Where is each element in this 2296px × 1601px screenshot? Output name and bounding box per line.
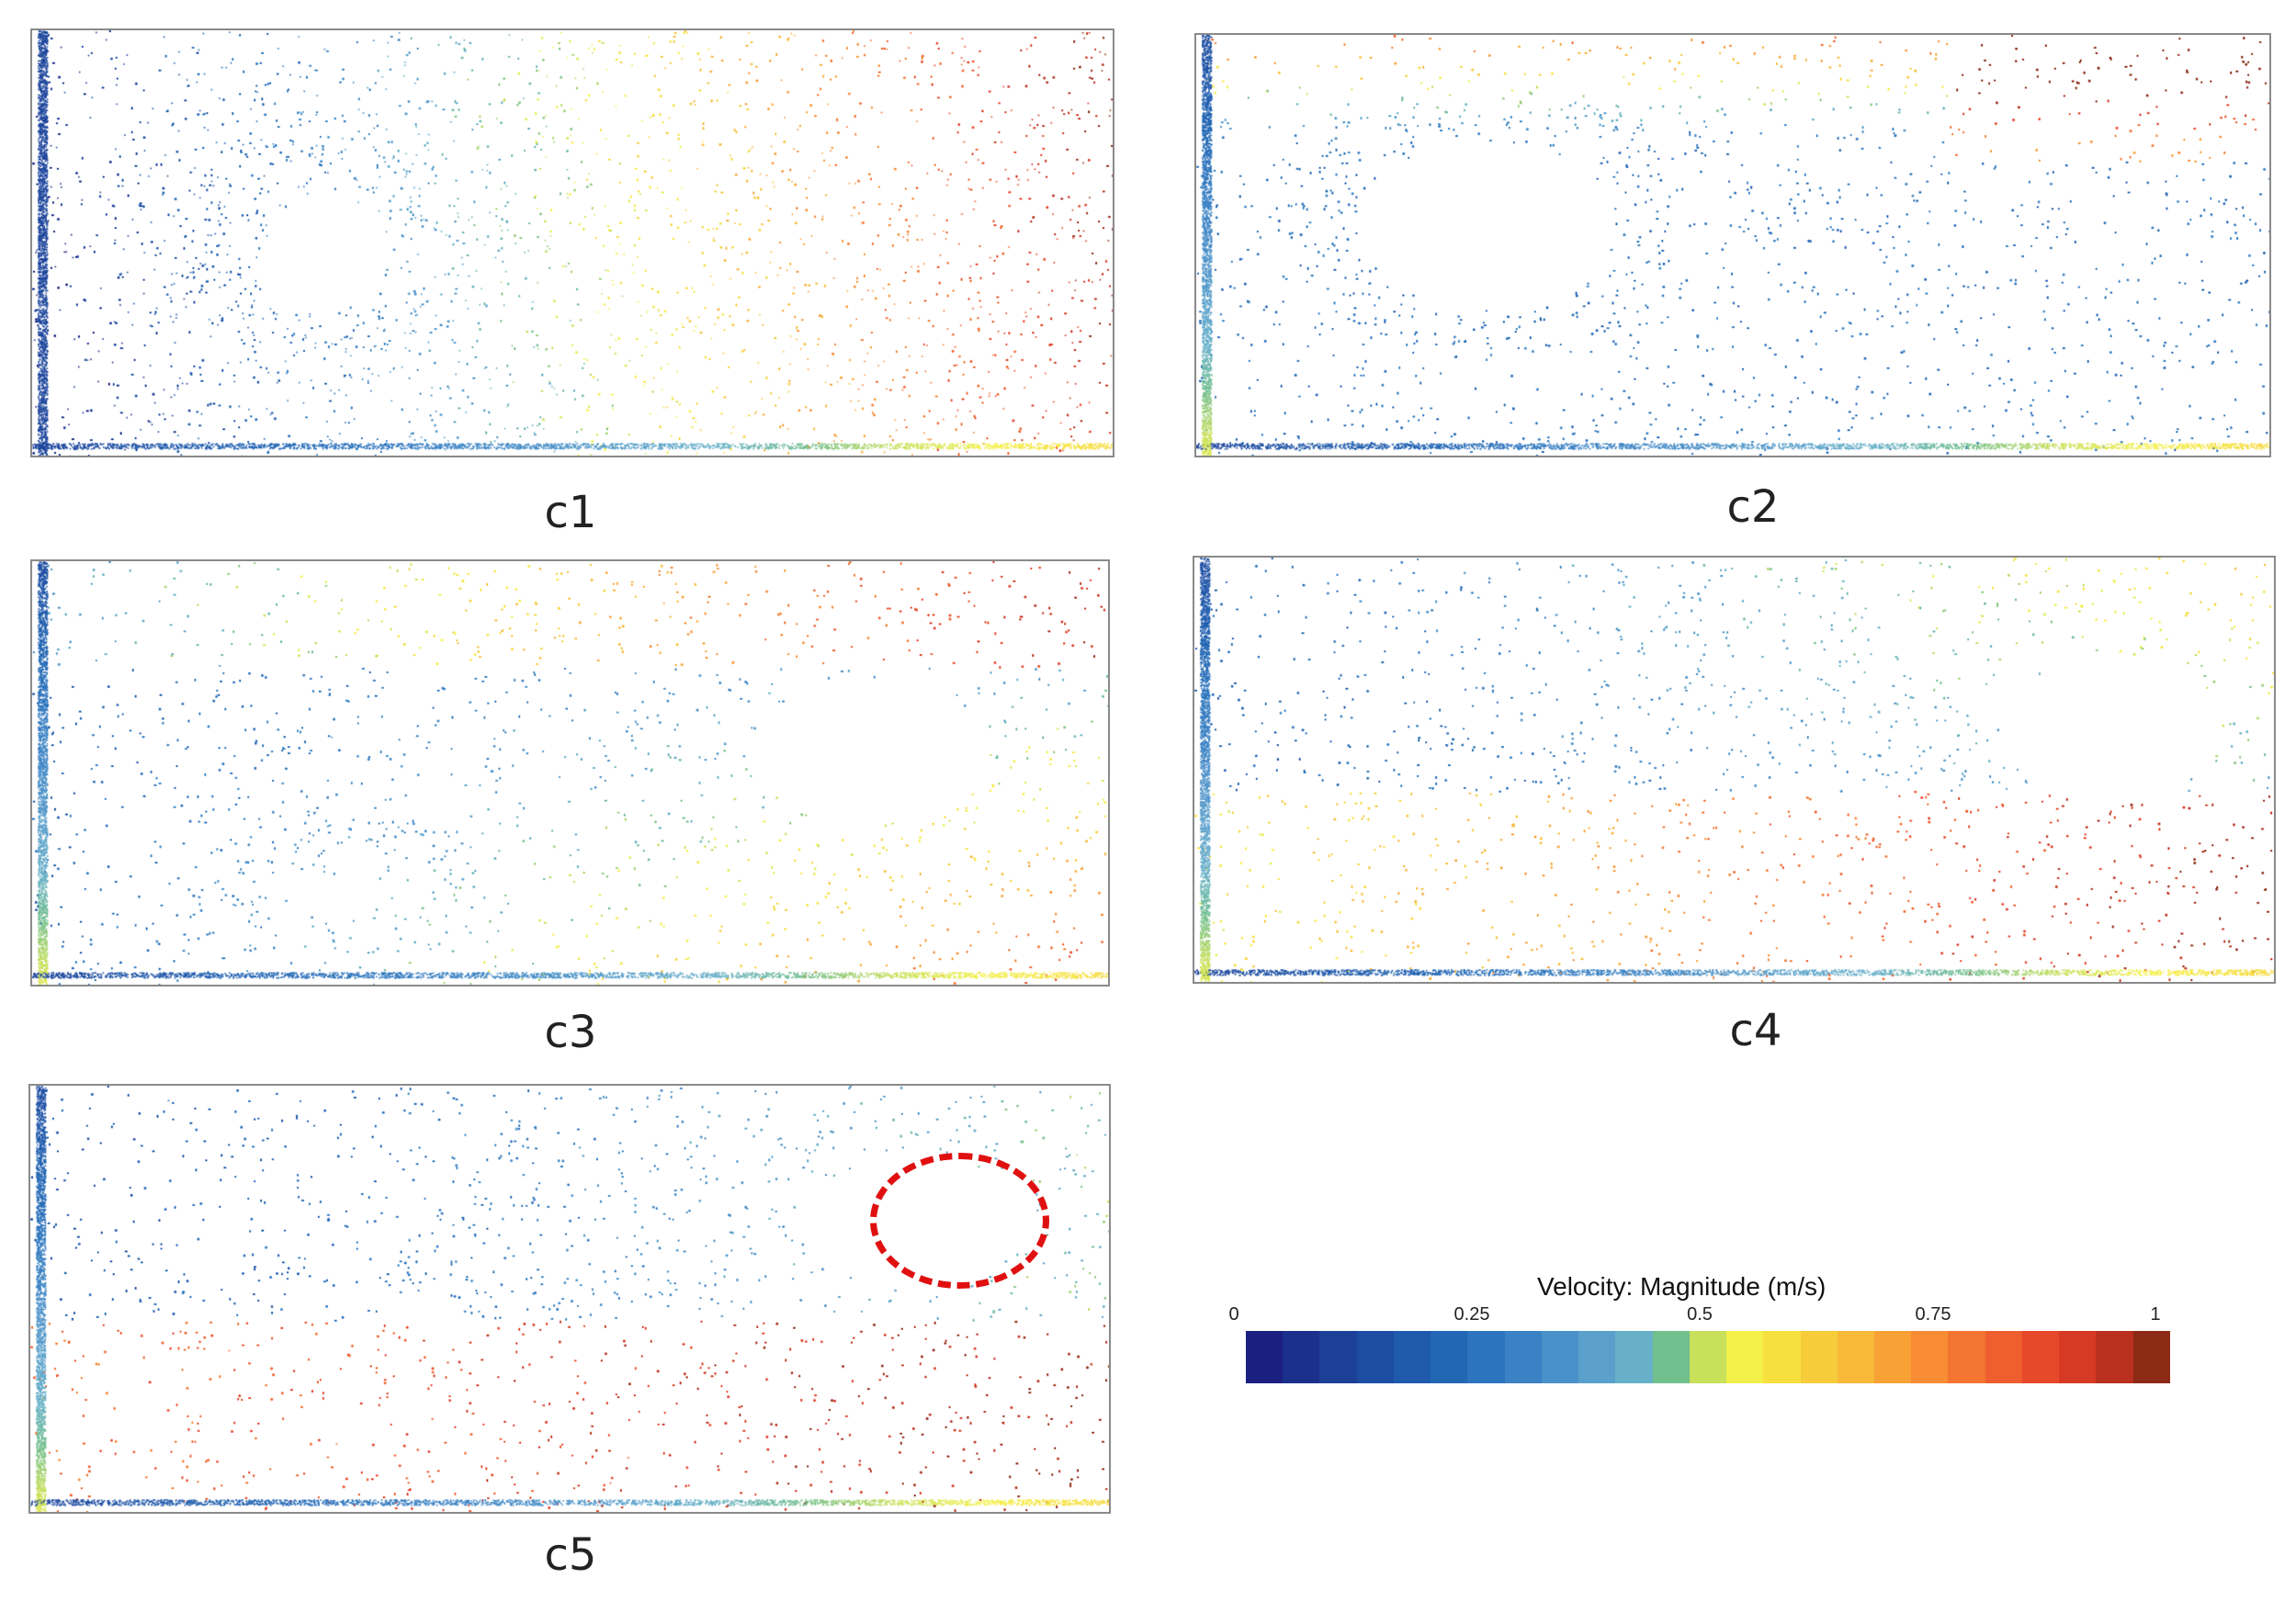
panel-c3 (30, 559, 1110, 987)
legend-title: Velocity: Magnitude (m/s) (1537, 1272, 1827, 1301)
caption-c4: c4 (1729, 1005, 1782, 1056)
particle-plot-c4 (1194, 558, 2274, 982)
particle-plot-c2 (1196, 35, 2269, 456)
color-bar-segment (1541, 1331, 1579, 1383)
color-bar-segment (1689, 1331, 1727, 1383)
caption-c2: c2 (1726, 481, 1780, 533)
color-bar-segment (2059, 1331, 2097, 1383)
color-bar-segment (2132, 1331, 2170, 1383)
caption-c5: c5 (544, 1529, 597, 1581)
legend-tick: 1 (2150, 1304, 2161, 1325)
color-bar-segment (1763, 1331, 1801, 1383)
panel-c4 (1193, 556, 2276, 984)
legend-tick: 0.75 (1915, 1304, 1951, 1325)
color-bar-segment (1319, 1331, 1357, 1383)
color-bar (1246, 1331, 2170, 1383)
legend-tick: 0 (1228, 1304, 1239, 1325)
color-bar-segment (1985, 1331, 2022, 1383)
color-bar-segment (2096, 1331, 2133, 1383)
color-bar-segment (1393, 1331, 1431, 1383)
panel-c1 (30, 28, 1114, 457)
legend-tick: 0.25 (1453, 1304, 1490, 1325)
color-bar-segment (2021, 1331, 2060, 1383)
color-bar-segment (1726, 1331, 1764, 1383)
color-bar-segment (1837, 1331, 1874, 1383)
particle-plot-c5 (30, 1086, 1109, 1512)
particle-plot-c3 (32, 561, 1108, 985)
panel-c2 (1194, 33, 2271, 457)
color-bar-segment (1431, 1331, 1468, 1383)
particle-plot-c1 (32, 30, 1113, 456)
color-bar-segment (1467, 1331, 1505, 1383)
color-bar-segment (1911, 1331, 1949, 1383)
highlight-ellipse (870, 1153, 1049, 1289)
color-bar-segment (1356, 1331, 1394, 1383)
caption-c3: c3 (544, 1007, 597, 1058)
panel-c5 (28, 1084, 1111, 1514)
color-bar-segment (1615, 1331, 1653, 1383)
color-bar-segment (1652, 1331, 1690, 1383)
color-bar-segment (1873, 1331, 1912, 1383)
color-bar-segment (1800, 1331, 1838, 1383)
color-bar-segment (1578, 1331, 1616, 1383)
color-bar-segment (1948, 1331, 1985, 1383)
caption-c1: c1 (544, 487, 597, 538)
legend-tick: 0.5 (1687, 1304, 1713, 1325)
color-bar-segment (1283, 1331, 1320, 1383)
color-bar-segment (1504, 1331, 1542, 1383)
color-bar-segment (1246, 1331, 1284, 1383)
